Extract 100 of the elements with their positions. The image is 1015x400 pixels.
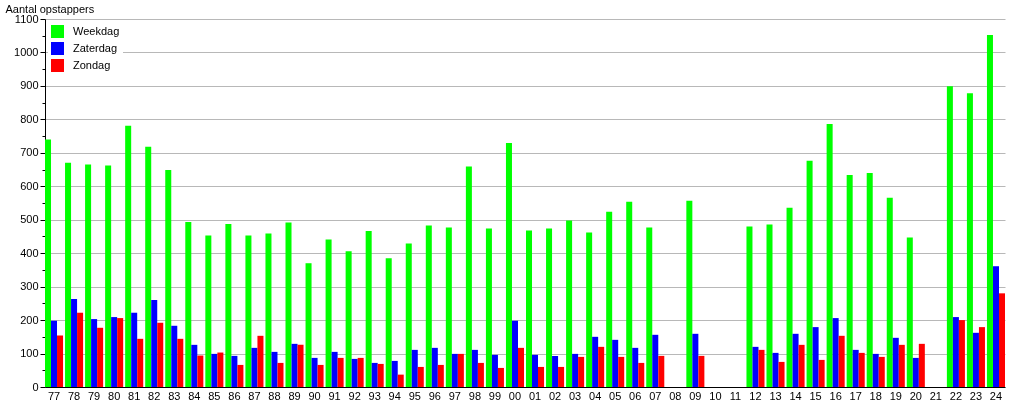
bar — [217, 352, 224, 387]
bar — [105, 165, 112, 387]
bar — [45, 139, 52, 387]
bar — [291, 343, 298, 387]
bar — [592, 336, 599, 387]
x-tick-label: 16 — [829, 389, 842, 400]
x-tick-label: 93 — [368, 389, 381, 400]
bar — [311, 357, 318, 387]
bar — [786, 207, 793, 387]
bar — [517, 347, 524, 387]
bar — [191, 344, 198, 387]
bar — [237, 364, 244, 387]
bar — [157, 322, 164, 387]
bar — [511, 320, 518, 387]
bar — [97, 327, 104, 387]
x-tick-label: 82 — [148, 389, 161, 400]
legend-label: Zondag — [73, 58, 111, 71]
bar — [345, 251, 352, 387]
bar — [397, 374, 404, 387]
bar — [772, 352, 779, 387]
x-tick-label: 77 — [47, 389, 61, 400]
bar — [652, 334, 659, 387]
x-tick-label: 11 — [729, 389, 742, 400]
bar — [778, 361, 785, 387]
x-tick-label: 86 — [228, 389, 241, 400]
x-tick-label: 80 — [108, 389, 121, 400]
x-tick-label: 79 — [87, 389, 101, 400]
x-tick-label: 08 — [669, 389, 682, 400]
y-tick-label: 700 — [20, 146, 39, 159]
bar — [165, 169, 172, 387]
x-tick-label: 06 — [629, 389, 642, 400]
bar — [958, 320, 965, 387]
bar — [357, 357, 364, 387]
y-tick-label: 0 — [32, 380, 39, 393]
bar — [411, 349, 418, 387]
y-tick-label: 1100 — [14, 12, 39, 25]
x-tick-label: 22 — [949, 389, 963, 400]
bar — [85, 164, 92, 387]
bar — [497, 367, 504, 387]
bar — [746, 226, 753, 387]
bar — [858, 352, 865, 387]
bar — [505, 143, 512, 387]
x-tick-label: 23 — [969, 389, 983, 400]
bar — [405, 243, 412, 387]
bar — [952, 317, 959, 387]
x-tick-label: 78 — [67, 389, 81, 400]
bar — [612, 339, 619, 387]
x-tick-label: 94 — [388, 389, 401, 400]
bar — [465, 166, 472, 387]
bar — [638, 362, 645, 387]
x-tick-label: 09 — [689, 389, 702, 400]
bar — [986, 35, 993, 387]
bar — [365, 231, 372, 387]
bar — [477, 362, 484, 387]
bar — [792, 333, 799, 387]
bar — [558, 366, 565, 387]
bar — [305, 263, 312, 387]
bar — [532, 354, 539, 387]
bar — [798, 344, 805, 387]
bar — [425, 225, 432, 387]
bar — [766, 224, 773, 387]
y-tick-label: 500 — [20, 213, 39, 226]
bar — [966, 93, 973, 387]
x-tick-label: 00 — [508, 389, 522, 400]
bar — [552, 355, 559, 387]
bar — [818, 359, 825, 387]
x-tick-label: 17 — [849, 389, 862, 400]
bar — [866, 172, 873, 387]
x-tick-label: 95 — [408, 389, 421, 400]
x-tick-label: 98 — [468, 389, 482, 400]
x-tick-label: 01 — [528, 389, 542, 400]
y-tick-label: 1000 — [14, 45, 39, 58]
x-tick-label: 84 — [188, 389, 201, 400]
bar — [145, 146, 152, 387]
bar — [686, 200, 693, 387]
bar — [331, 351, 338, 387]
bar — [618, 356, 625, 387]
bar — [77, 312, 84, 387]
bar — [171, 325, 178, 387]
x-tick-label: 90 — [308, 389, 321, 400]
bar — [285, 222, 292, 387]
bar — [586, 232, 593, 387]
x-tick-label: 92 — [348, 389, 361, 400]
x-tick-label: 91 — [328, 389, 341, 400]
bar — [918, 343, 925, 387]
bar — [832, 318, 839, 387]
bar — [437, 364, 444, 387]
bar — [297, 344, 304, 387]
bar — [606, 211, 613, 387]
x-tick-label: 88 — [268, 389, 281, 400]
bar — [998, 293, 1005, 387]
bar — [546, 228, 553, 387]
bar — [872, 353, 879, 387]
bar — [71, 299, 78, 387]
bar — [151, 300, 158, 387]
x-tick-label: 18 — [869, 389, 882, 400]
bar — [892, 337, 899, 387]
bar — [752, 346, 759, 387]
bar — [131, 312, 138, 387]
bar — [197, 355, 204, 387]
